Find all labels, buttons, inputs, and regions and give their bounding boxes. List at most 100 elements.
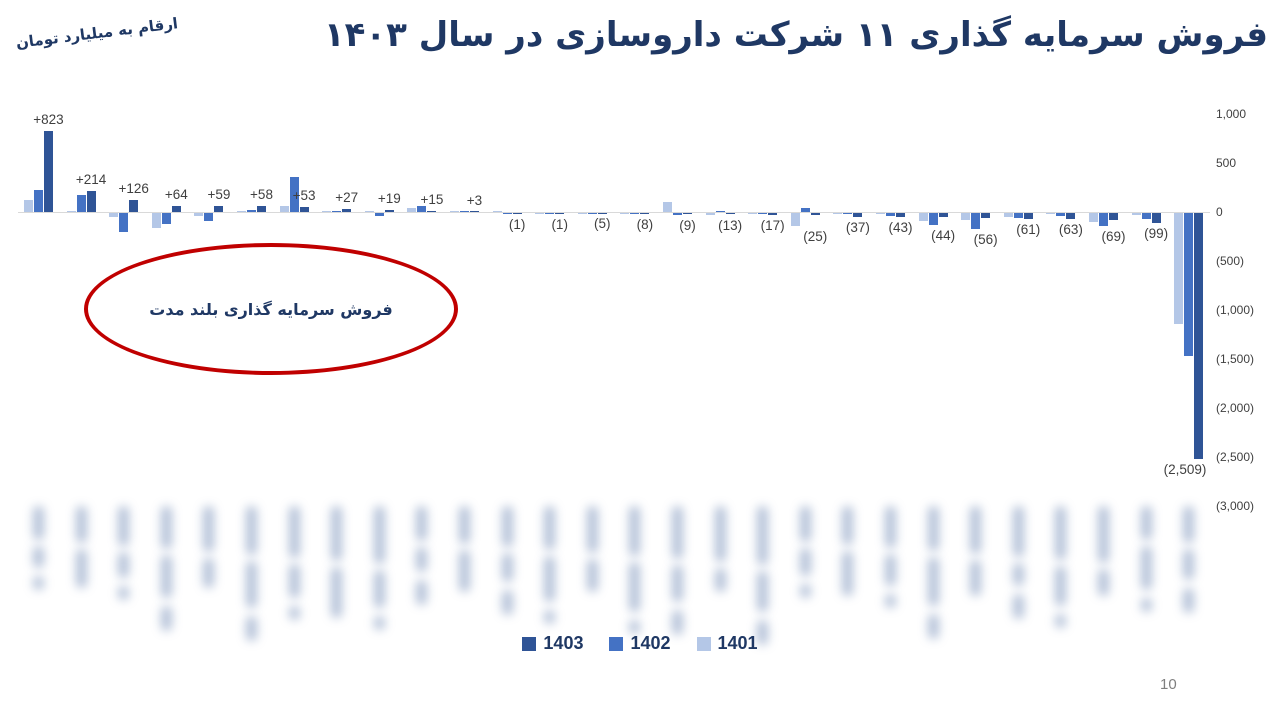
y-axis-tick: 500 [1216,156,1237,170]
category-label-redacted [160,506,172,549]
category-label-redacted [1140,506,1152,540]
y-axis-tick: (2,000) [1216,401,1255,415]
bar-1402-group17 [715,211,725,212]
category-label-redacted [629,620,641,634]
category-label-redacted [970,560,982,596]
category-label-redacted [459,506,470,544]
category-label-redacted [246,561,257,608]
category-label-redacted [416,506,428,541]
data-label: (56) [973,231,998,247]
category-label-redacted [799,548,811,576]
bar-1403-group8 [342,209,352,212]
legend-item-1401: 1401 [696,633,758,654]
bar-1403-group16 [683,213,692,214]
bar-1402-group23 [971,213,981,229]
bar-1401-group21 [876,213,885,214]
bar-1401-group17 [705,213,715,215]
chart-legend: 1403 1402 1401 [0,633,1280,654]
y-axis-tick: 1,000 [1216,107,1247,121]
category-label-redacted [33,546,44,568]
bar-1403-group24 [1023,213,1033,219]
legend-swatch-1403 [522,636,537,651]
data-label: (13) [718,217,743,233]
bar-1402-group13 [545,213,555,215]
category-label-redacted [714,506,726,562]
category-label-redacted [799,506,811,542]
category-label-redacted [373,506,385,564]
data-label: +58 [250,187,273,203]
bar-1403-group19 [810,213,820,216]
category-label-redacted [757,506,769,565]
category-label-redacted [1140,546,1152,590]
bar-1402-group16 [673,213,682,215]
data-label: (1) [508,217,526,233]
y-axis-tick: (3,000) [1216,499,1255,513]
category-label-redacted [373,570,385,608]
bar-1401-group24 [1003,213,1013,218]
category-label-redacted [118,586,130,600]
y-axis-tick: (2,500) [1216,450,1255,464]
category-label-redacted [1183,506,1195,543]
category-label-redacted [501,590,513,615]
bar-1403-group14 [597,213,607,214]
bar-1401-group23 [961,213,971,220]
bar-1402-group26 [1099,213,1108,226]
bar-1403-group22 [938,213,948,218]
bar-1402-group28 [1184,213,1194,357]
bar-1403-group28 [1194,213,1204,459]
data-label: (25) [803,228,828,244]
bar-1402-group15 [630,213,640,214]
category-label-redacted [672,565,683,602]
bar-1402-group3 [119,213,129,233]
category-label-redacted [927,614,939,639]
data-label: (99) [1144,225,1169,241]
bar-1401-group28 [1174,213,1184,324]
bar-1401-group25 [1046,213,1056,214]
bar-1401-group26 [1089,213,1098,223]
data-label: +19 [377,191,401,207]
page-title: فروش سرمایه گذاری ۱۱ شرکت داروسازی در سا… [323,15,1268,55]
bar-1402-group27 [1141,213,1151,219]
bar-1403-group15 [640,213,650,214]
category-label-redacted [970,506,982,554]
bar-1401-group20 [833,213,843,214]
bar-1402-group9 [374,213,384,217]
category-label-redacted [927,506,939,551]
legend-label-1403: 1403 [543,633,584,653]
bar-1401-group9 [364,211,374,212]
data-label: +53 [292,187,316,203]
category-label-redacted [1098,506,1109,563]
category-label-redacted [1183,549,1195,580]
data-label: (69) [1101,228,1126,244]
bar-1403-group7 [299,206,309,212]
category-label-redacted [842,506,854,545]
bar-1403-group25 [1066,213,1076,220]
category-label-redacted [842,551,854,596]
category-label-redacted [203,558,215,588]
bar-1403-group1 [44,131,53,212]
bar-1401-group15 [620,213,630,214]
category-label-redacted [885,554,896,586]
bar-1401-group3 [109,213,119,217]
category-label-redacted [33,576,44,590]
legend-label-1401: 1401 [717,633,758,653]
bar-1403-group12 [512,213,522,214]
category-label-redacted [757,620,769,645]
bar-1401-group8 [322,211,332,212]
category-label-redacted [75,549,87,588]
data-label: (5) [594,216,611,232]
bar-1402-group6 [247,209,256,212]
category-label-redacted [544,610,556,624]
legend-item-1403: 1403 [522,633,583,654]
bar-1403-group9 [384,210,394,212]
category-label-redacted [160,555,172,598]
bar-1403-group11 [470,211,479,212]
category-label-redacted [501,506,513,547]
bar-1403-group6 [257,206,266,212]
bar-1401-group11 [450,211,459,212]
data-label: (8) [636,216,654,232]
category-label-redacted [544,556,556,602]
bar-1402-group19 [800,208,810,212]
